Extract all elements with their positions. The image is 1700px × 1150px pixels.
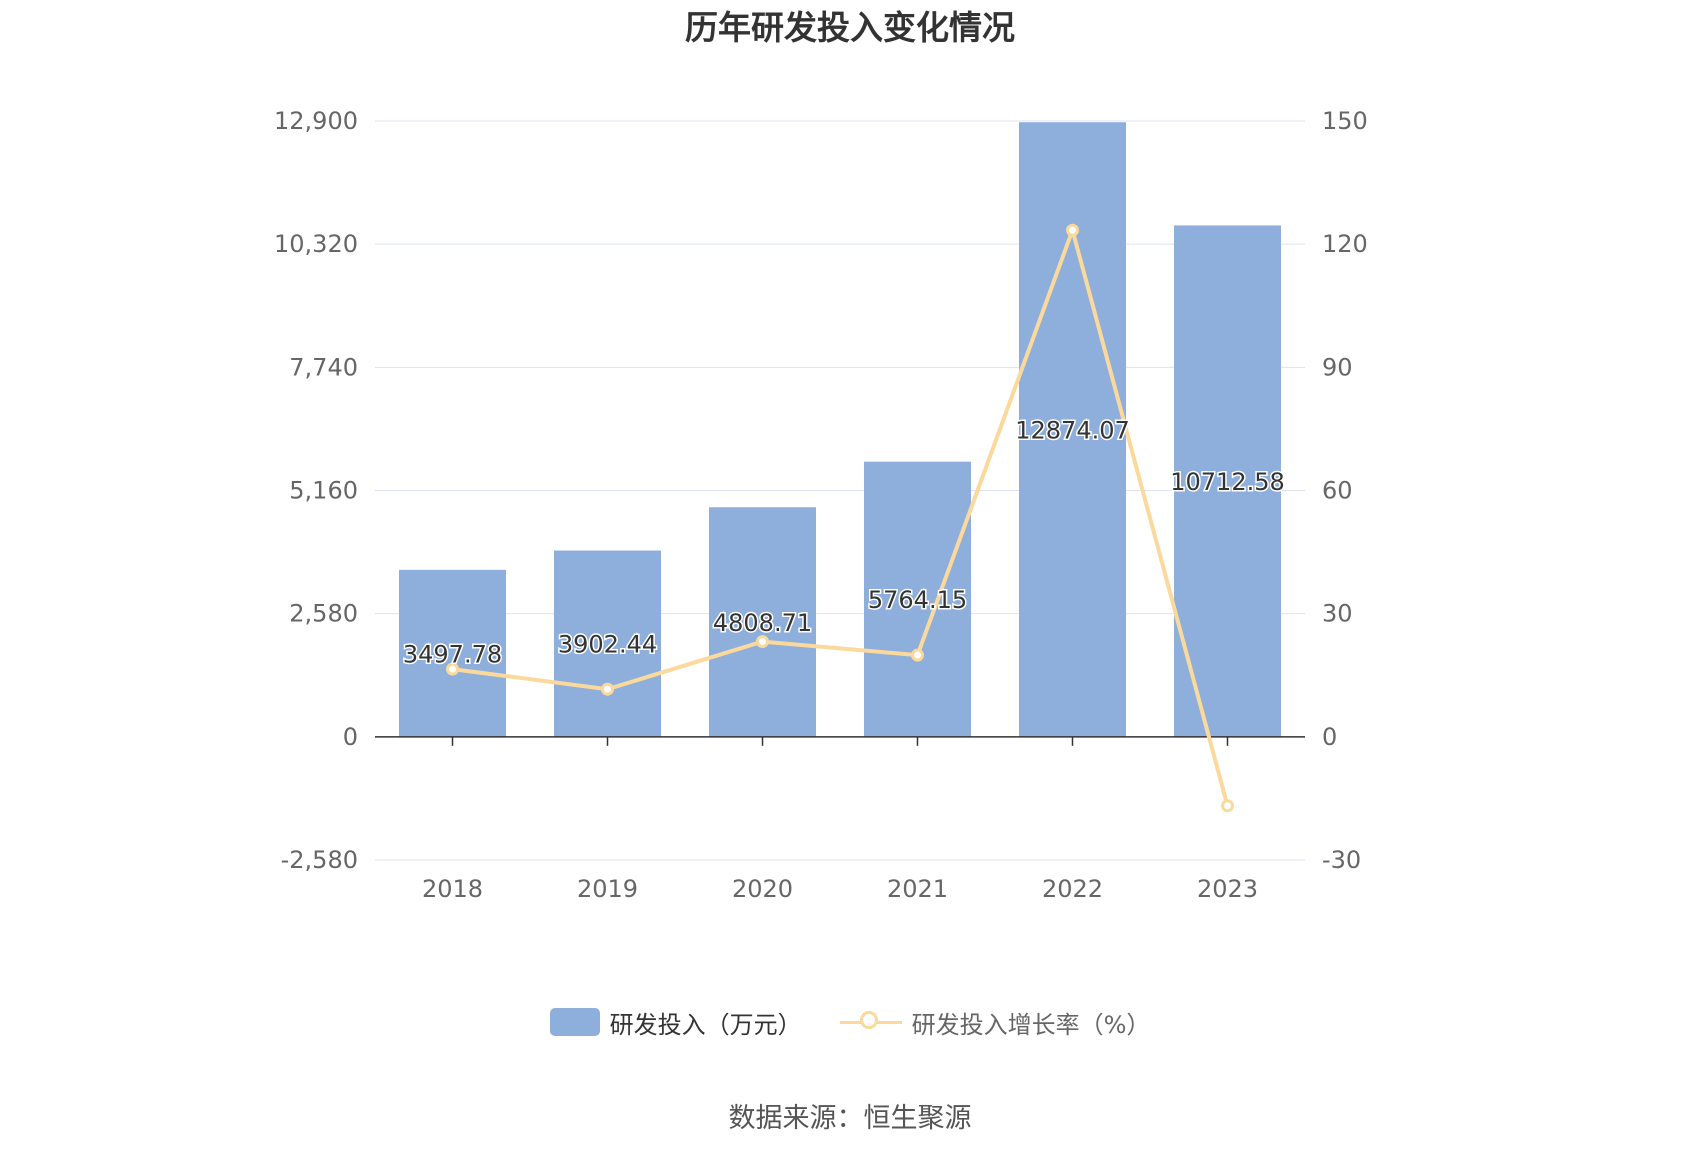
y-left-tick-label: 5,160 xyxy=(289,477,358,505)
x-tick-label: 2022 xyxy=(1042,875,1103,903)
grid-lines xyxy=(375,121,1305,860)
y-left-tick-label: 10,320 xyxy=(274,230,358,258)
x-tick-label: 2023 xyxy=(1197,875,1258,903)
bar-value-label: 12874.07 xyxy=(1015,417,1130,445)
y-right-tick-label: 150 xyxy=(1322,107,1368,135)
bar-value-label: 10712.58 xyxy=(1170,468,1285,496)
legend-item-line[interactable]: 研发投入增长率（%） xyxy=(840,1005,1151,1040)
growth-point-2020 xyxy=(758,637,768,647)
growth-point-2023 xyxy=(1223,801,1233,811)
legend-line-swatch xyxy=(840,1008,902,1036)
growth-point-2021 xyxy=(913,650,923,660)
growth-point-2022 xyxy=(1068,225,1078,235)
x-tick-label: 2021 xyxy=(887,875,948,903)
legend: 研发投入（万元） 研发投入增长率（%） xyxy=(0,1000,1700,1044)
y-axis-left: 12,900 10,320 7,740 5,160 2,580 0 -2,580 xyxy=(274,107,358,874)
x-tick-label: 2020 xyxy=(732,875,793,903)
x-tick-label: 2019 xyxy=(577,875,638,903)
x-tick-label: 2018 xyxy=(422,875,483,903)
y-left-tick-label: 12,900 xyxy=(274,107,358,135)
y-right-tick-label: 90 xyxy=(1322,353,1353,381)
growth-point-2019 xyxy=(603,684,613,694)
chart-canvas: 2018 2019 2020 2021 2022 2023 12,900 10,320 7,7… xyxy=(0,0,1700,1000)
legend-label-bar: 研发投入（万元） xyxy=(610,1005,802,1040)
bar-series xyxy=(399,122,1281,737)
legend-label-line: 研发投入增长率（%） xyxy=(912,1005,1151,1040)
y-left-tick-label: 2,580 xyxy=(289,600,358,628)
y-right-tick-label: -30 xyxy=(1322,846,1361,874)
x-axis: 2018 2019 2020 2021 2022 2023 xyxy=(375,737,1305,903)
bar-value-label: 4808.71 xyxy=(713,609,812,637)
y-left-tick-label: 7,740 xyxy=(289,353,358,381)
bar-value-label: 5764.15 xyxy=(868,586,967,614)
bar-data-labels: 3497.78 3902.44 4808.71 5764.15 12874.07 1071… xyxy=(403,417,1285,669)
y-axis-right: 150 120 90 60 30 0 -30 xyxy=(1322,107,1368,874)
y-right-tick-label: 120 xyxy=(1322,230,1368,258)
y-right-tick-label: 0 xyxy=(1322,723,1337,751)
y-right-tick-label: 60 xyxy=(1322,477,1353,505)
bar-value-label: 3902.44 xyxy=(558,631,657,659)
data-source-note: 数据来源：恒生聚源 xyxy=(0,1096,1700,1135)
bar-value-label: 3497.78 xyxy=(403,640,502,668)
legend-bar-swatch xyxy=(550,1008,600,1036)
legend-item-bar[interactable]: 研发投入（万元） xyxy=(550,1005,802,1040)
y-left-tick-label: 0 xyxy=(343,723,358,751)
y-right-tick-label: 30 xyxy=(1322,600,1353,628)
y-left-tick-label: -2,580 xyxy=(281,846,358,874)
